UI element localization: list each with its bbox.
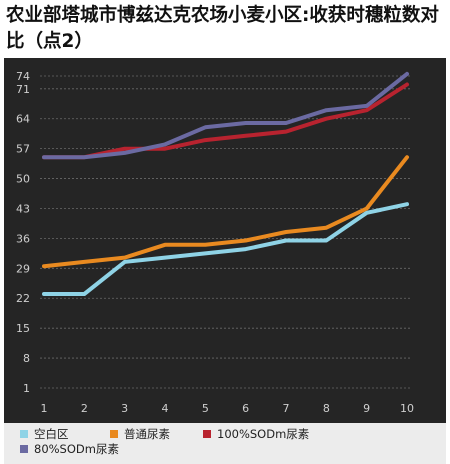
y-tick-label: 22 [16, 292, 30, 305]
title-area: 农业部塔城市博兹达克农场小麦小区:收获时穗粒数对比（点2） [0, 0, 450, 58]
legend-label: 80%SODm尿素 [34, 442, 119, 456]
y-tick-label: 43 [16, 202, 30, 215]
x-tick-label: 2 [81, 402, 88, 415]
series-line [42, 82, 409, 160]
x-tick-label: 8 [323, 402, 330, 415]
series-line [42, 155, 409, 269]
y-tick-label: 29 [16, 262, 30, 275]
legend-swatch [20, 430, 28, 438]
x-tick-label: 9 [363, 402, 370, 415]
y-tick-label: 64 [16, 113, 30, 126]
x-tick-label: 10 [400, 402, 414, 415]
x-tick-label: 5 [202, 402, 209, 415]
x-tick-label: 4 [162, 402, 169, 415]
series-line [42, 202, 409, 296]
x-tick-label: 1 [41, 402, 48, 415]
legend-swatch [110, 430, 118, 438]
y-tick-label: 57 [16, 143, 30, 156]
legend-label: 100%SODm尿素 [217, 427, 309, 441]
y-tick-label: 15 [16, 322, 30, 335]
x-tick-label: 6 [242, 402, 249, 415]
chart-title: 农业部塔城市博兹达克农场小麦小区:收获时穗粒数对比（点2） [6, 5, 439, 52]
y-tick-label: 36 [16, 232, 30, 245]
y-tick-label: 74 [16, 70, 30, 83]
legend-label: 空白区 [34, 427, 69, 441]
y-tick-label: 71 [16, 83, 30, 96]
y-tick-label: 8 [23, 352, 30, 365]
legend-label: 普通尿素 [124, 427, 170, 441]
y-tick-label: 1 [23, 382, 30, 395]
x-tick-label: 7 [283, 402, 290, 415]
y-tick-label: 50 [16, 173, 30, 186]
x-tick-label: 3 [121, 402, 128, 415]
legend-panel [4, 423, 446, 464]
legend-swatch [20, 445, 28, 453]
legend-swatch [203, 430, 211, 438]
series-line [42, 71, 409, 160]
